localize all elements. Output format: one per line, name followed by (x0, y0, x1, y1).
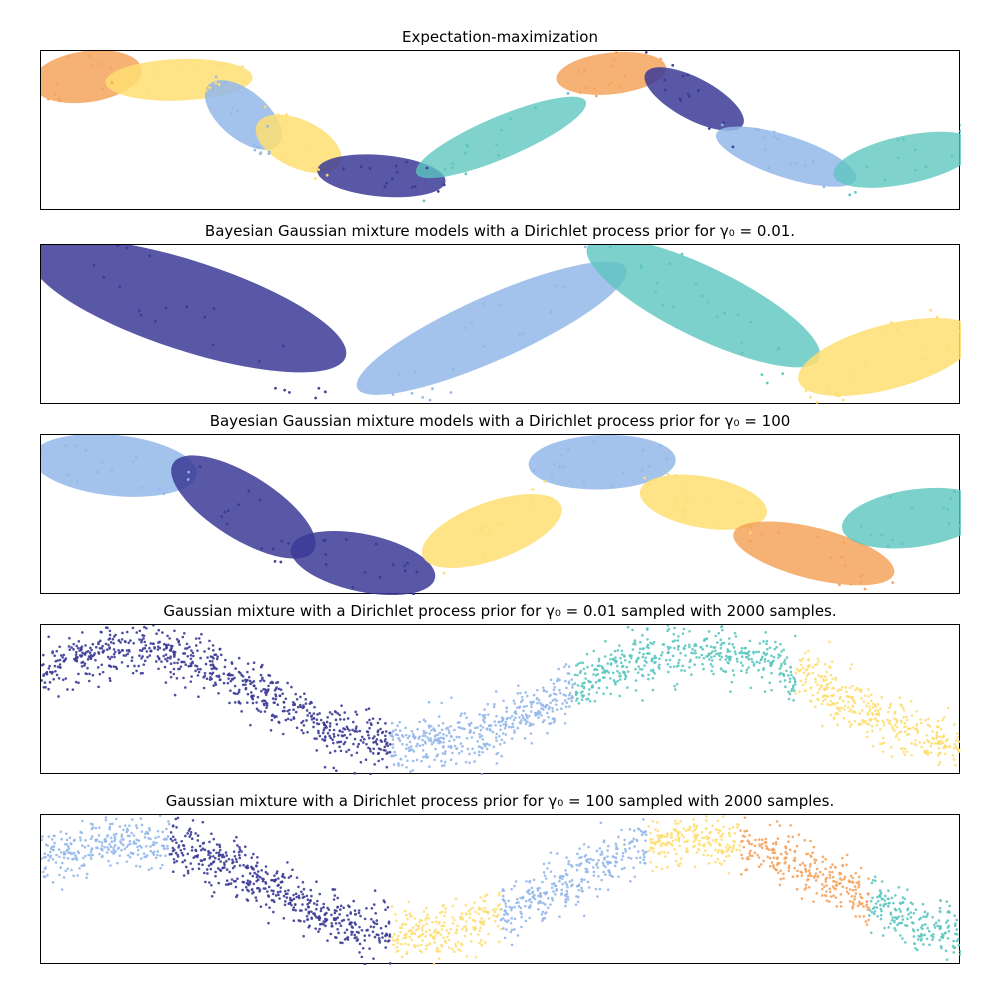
panel-3-frame (40, 434, 960, 594)
panel-3-plot (41, 435, 961, 595)
panel-4-title: Gaussian mixture with a Dirichlet proces… (0, 602, 1000, 620)
panel-2-title: Bayesian Gaussian mixture models with a … (0, 222, 1000, 240)
panel-3-title: Bayesian Gaussian mixture models with a … (0, 412, 1000, 430)
panel-4-frame (40, 624, 960, 774)
panel-1-plot (41, 51, 961, 211)
panel-5-plot (41, 815, 961, 965)
panel-5-title: Gaussian mixture with a Dirichlet proces… (0, 792, 1000, 810)
panel-5-frame (40, 814, 960, 964)
panel-4-plot (41, 625, 961, 775)
figure: Expectation-maximization Bayesian Gaussi… (0, 0, 1000, 1000)
panel-1-title: Expectation-maximization (0, 28, 1000, 46)
panel-1-frame (40, 50, 960, 210)
panel-2-frame (40, 244, 960, 404)
panel-2-plot (41, 245, 961, 405)
